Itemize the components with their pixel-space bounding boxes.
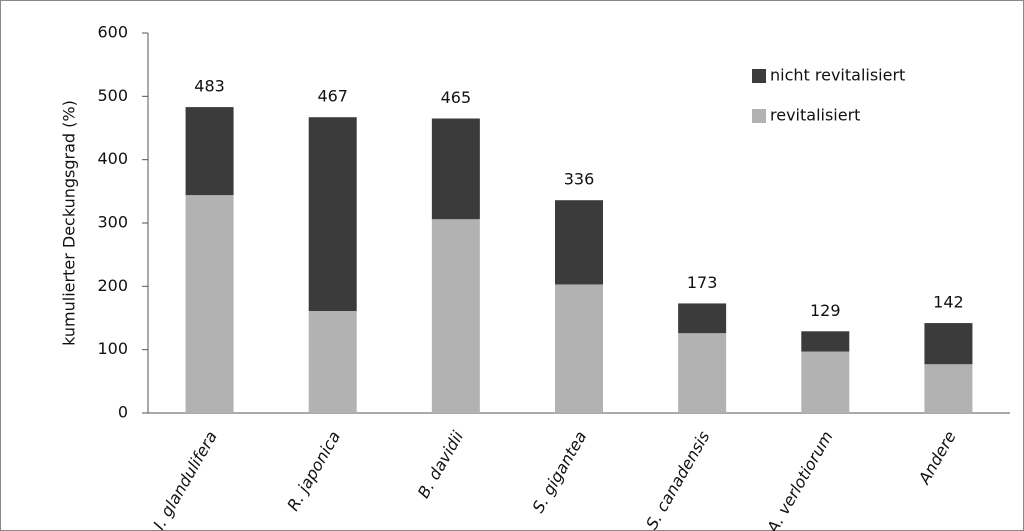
y-tick-label: 600 [97, 23, 128, 42]
y-tick-label: 400 [97, 149, 128, 168]
total-label: 142 [933, 293, 964, 312]
total-label: 173 [687, 273, 718, 292]
total-label: 336 [564, 170, 595, 189]
bar-segment [801, 351, 850, 413]
total-label: 467 [317, 87, 348, 106]
legend-swatch [752, 69, 766, 83]
bar-segment [924, 323, 973, 365]
y-tick-label: 100 [97, 339, 128, 358]
bar-segment [678, 303, 727, 334]
bar-segment [431, 118, 480, 220]
bar-segment [924, 364, 973, 413]
bar-segment [185, 107, 234, 196]
total-label: 483 [194, 77, 225, 96]
bar-segment [801, 331, 850, 352]
legend-label: revitalisiert [770, 106, 860, 125]
legend-label: nicht revitalisiert [770, 66, 905, 85]
bar-segment [185, 195, 234, 413]
y-tick-label: 300 [97, 213, 128, 232]
y-tick-label: 0 [118, 403, 128, 422]
bar-segment [431, 219, 480, 413]
legend-swatch [752, 109, 766, 123]
bar-segment [555, 200, 603, 285]
bar-segment [678, 333, 727, 413]
bar-segment [555, 284, 603, 413]
total-label: 465 [441, 88, 472, 107]
y-tick-label: 500 [97, 86, 128, 105]
y-tick-label: 200 [97, 276, 128, 295]
bar-segment [308, 117, 357, 312]
total-label: 129 [810, 301, 841, 320]
bar-segment [308, 311, 357, 413]
y-axis-title: kumulierter Deckungsgrad (%) [60, 100, 79, 346]
